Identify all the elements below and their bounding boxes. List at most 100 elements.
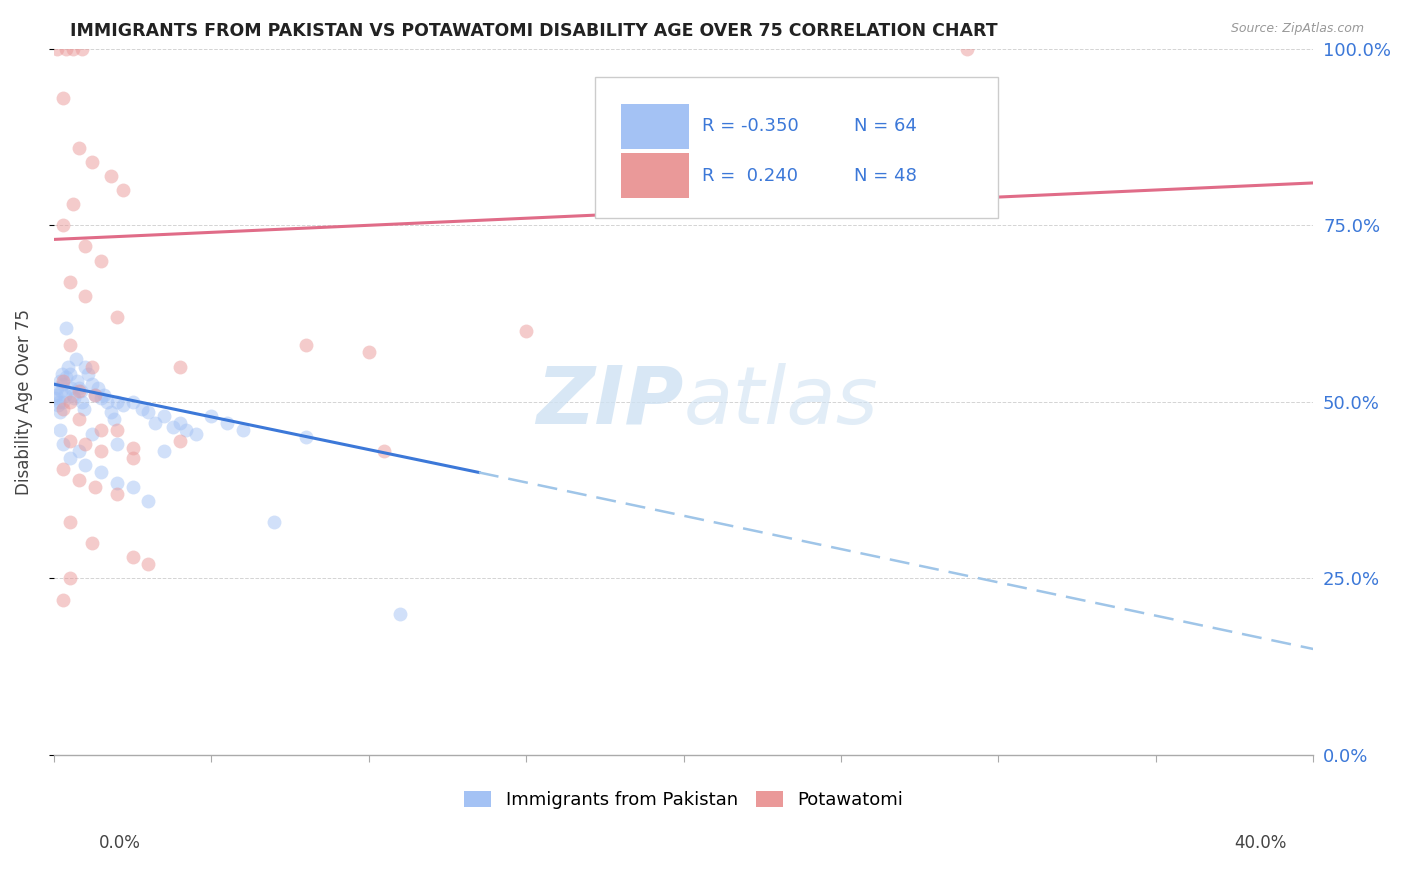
Point	[169, 434, 191, 448]
Text: Source: ZipAtlas.com: Source: ZipAtlas.com	[1230, 22, 1364, 36]
Point	[105, 394, 128, 409]
Text: N = 48: N = 48	[853, 167, 917, 185]
Point	[58, 515, 80, 529]
Point	[58, 571, 80, 585]
Point	[75, 437, 97, 451]
Point	[143, 416, 166, 430]
FancyBboxPatch shape	[620, 153, 689, 198]
Point	[373, 444, 395, 458]
Point	[52, 462, 75, 476]
Point	[46, 381, 69, 395]
Text: R =  0.240: R = 0.240	[703, 167, 799, 185]
Point	[48, 405, 70, 419]
Point	[70, 42, 93, 56]
Point	[52, 219, 75, 233]
Point	[112, 398, 135, 412]
Point	[67, 412, 90, 426]
Point	[56, 359, 79, 374]
Point	[80, 426, 103, 441]
Point	[90, 466, 112, 480]
Point	[105, 310, 128, 324]
Point	[100, 169, 122, 183]
Point	[62, 42, 84, 56]
Point	[162, 419, 184, 434]
Point	[232, 423, 254, 437]
Point	[45, 388, 67, 402]
Point	[131, 401, 153, 416]
Point	[63, 392, 86, 406]
Text: 40.0%: 40.0%	[1234, 834, 1286, 852]
Point	[55, 370, 77, 384]
Point	[515, 324, 537, 338]
Point	[112, 183, 135, 197]
Point	[60, 381, 83, 395]
Point	[52, 394, 75, 409]
Point	[52, 374, 75, 388]
Text: 0.0%: 0.0%	[98, 834, 141, 852]
Point	[174, 423, 197, 437]
Y-axis label: Disability Age Over 75: Disability Age Over 75	[15, 309, 32, 495]
Point	[153, 409, 176, 423]
Point	[90, 392, 112, 406]
Text: ZIP: ZIP	[536, 363, 683, 441]
Point	[121, 550, 143, 565]
Point	[294, 338, 316, 352]
Point	[956, 42, 979, 56]
Text: atlas: atlas	[683, 363, 879, 441]
Point	[121, 394, 143, 409]
Point	[87, 381, 110, 395]
Point	[83, 479, 105, 493]
Point	[75, 289, 97, 303]
Point	[83, 388, 105, 402]
Point	[80, 536, 103, 550]
Point	[105, 437, 128, 451]
Point	[55, 42, 77, 56]
Point	[121, 441, 143, 455]
Point	[100, 405, 122, 419]
Point	[136, 405, 159, 419]
Point	[80, 377, 103, 392]
Point	[48, 394, 70, 409]
Point	[75, 239, 97, 253]
Point	[52, 401, 75, 416]
Point	[44, 392, 66, 406]
Point	[96, 394, 118, 409]
Point	[215, 416, 238, 430]
Point	[93, 388, 115, 402]
Point	[62, 197, 84, 211]
Point	[55, 320, 77, 334]
Point	[58, 394, 80, 409]
Text: N = 64: N = 64	[853, 118, 917, 136]
Point	[184, 426, 207, 441]
Point	[105, 423, 128, 437]
Point	[46, 398, 69, 412]
Point	[75, 458, 97, 473]
Point	[263, 515, 285, 529]
Point	[51, 367, 73, 381]
Point	[75, 359, 97, 374]
Point	[121, 451, 143, 466]
Point	[65, 352, 87, 367]
Point	[169, 359, 191, 374]
Point	[58, 338, 80, 352]
Point	[83, 388, 105, 402]
Point	[52, 91, 75, 105]
Point	[67, 384, 90, 399]
Point	[136, 558, 159, 572]
Point	[67, 444, 90, 458]
Text: IMMIGRANTS FROM PAKISTAN VS POTAWATOMI DISABILITY AGE OVER 75 CORRELATION CHART: IMMIGRANTS FROM PAKISTAN VS POTAWATOMI D…	[70, 22, 998, 40]
Point	[62, 388, 84, 402]
Point	[169, 416, 191, 430]
Legend: Immigrants from Pakistan, Potawatomi: Immigrants from Pakistan, Potawatomi	[457, 784, 910, 816]
Point	[294, 430, 316, 444]
Point	[58, 367, 80, 381]
Point	[103, 412, 125, 426]
Point	[73, 401, 96, 416]
Point	[121, 479, 143, 493]
Point	[153, 444, 176, 458]
Point	[53, 388, 76, 402]
FancyBboxPatch shape	[595, 77, 998, 219]
Point	[46, 42, 69, 56]
Point	[52, 437, 75, 451]
Point	[70, 394, 93, 409]
